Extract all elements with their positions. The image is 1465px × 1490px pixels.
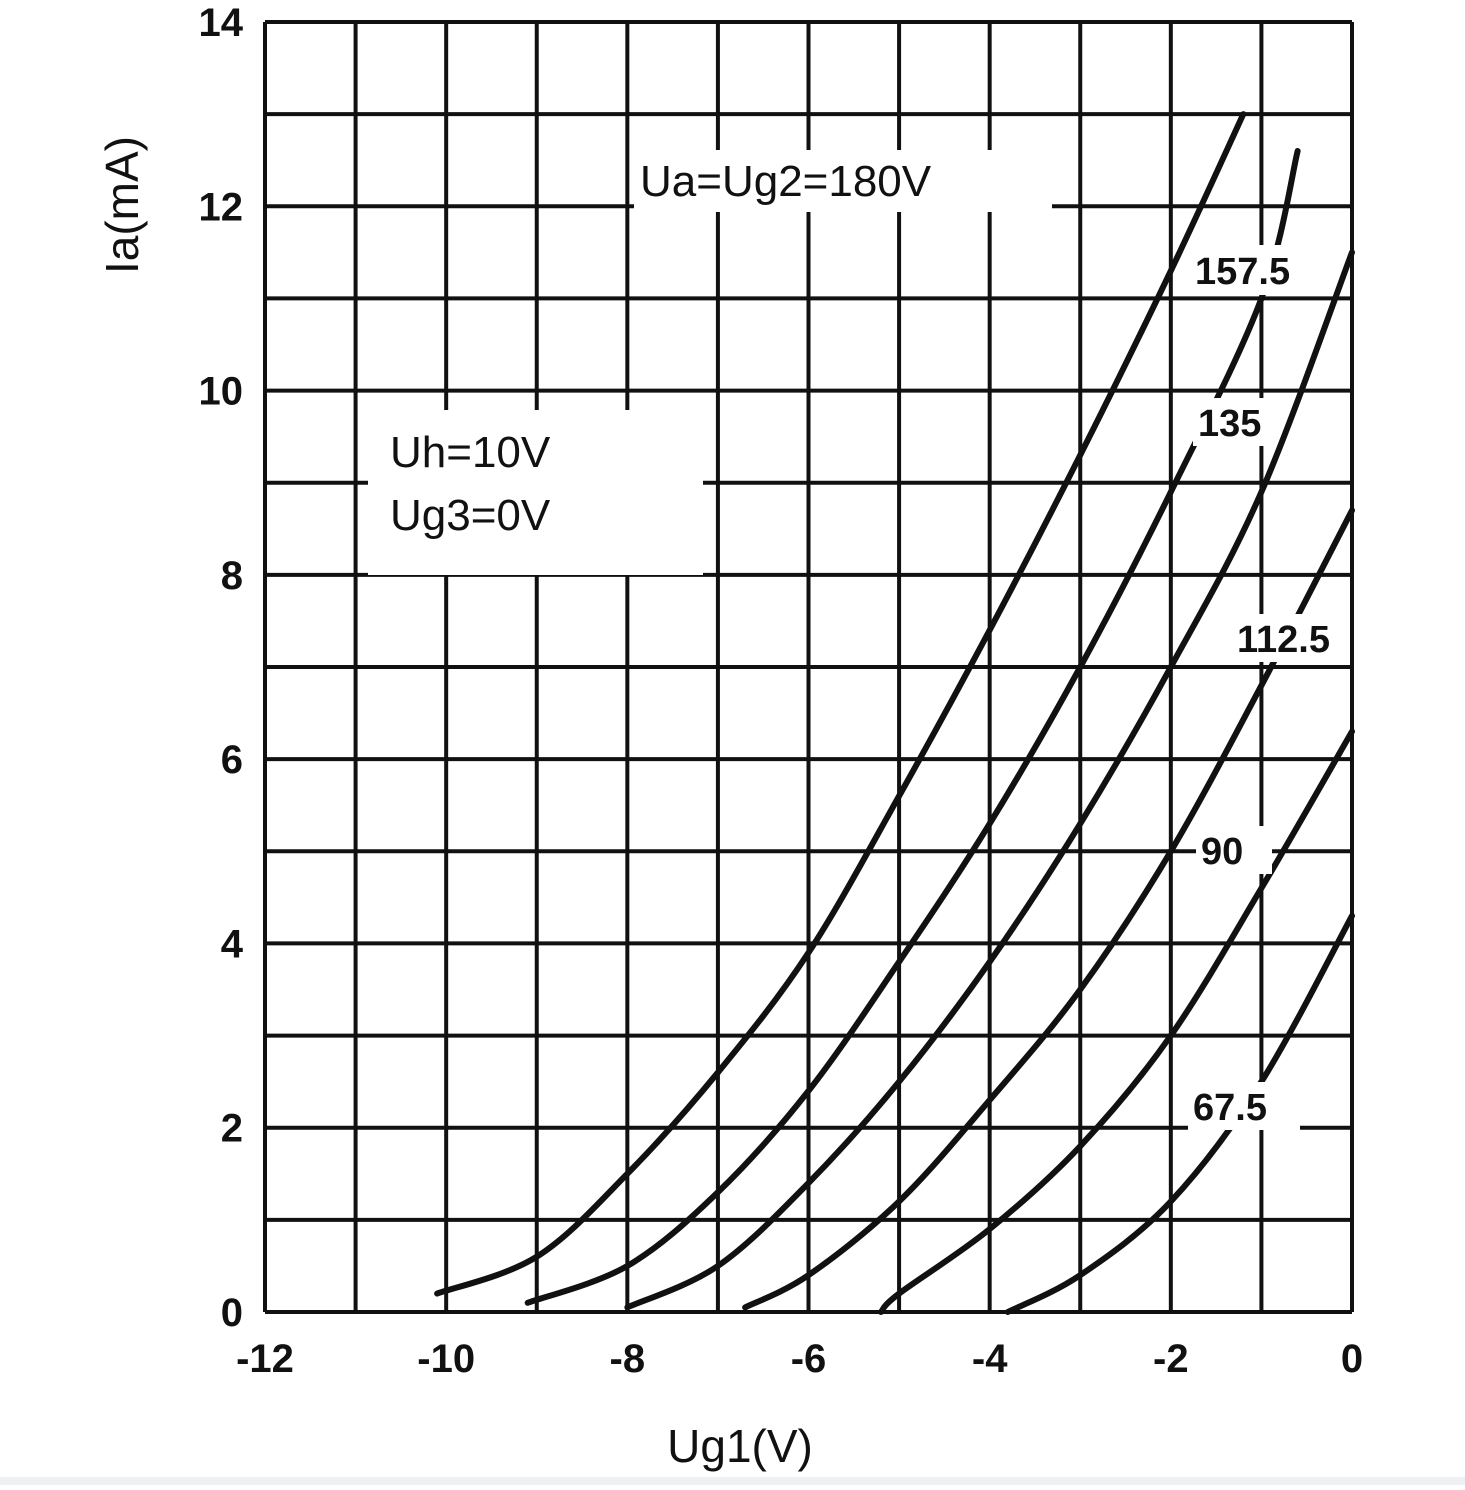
y-tick-label: 2	[221, 1107, 243, 1151]
y-tick-label: 12	[199, 185, 244, 229]
annotation-uh: Uh=10V	[390, 428, 551, 477]
annotation-ug3: Ug3=0V	[390, 491, 551, 540]
y-axis-label: Ia(mA)	[96, 136, 148, 274]
x-tick-label: 0	[1341, 1337, 1363, 1381]
series-line-6	[1004, 912, 1355, 1315]
x-tick-label: -8	[610, 1337, 646, 1381]
y-tick-label: 6	[221, 738, 243, 782]
series-label-112-5: 112.5	[1237, 619, 1330, 661]
annotation-ua-ug2: Ua=Ug2=180V	[640, 157, 932, 206]
x-tick-label: -2	[1153, 1337, 1189, 1381]
y-tick-label: 14	[199, 1, 244, 45]
annotation-bg	[368, 410, 703, 575]
x-axis-label: Ug1(V)	[667, 1420, 813, 1472]
series-line-5	[877, 728, 1355, 1315]
series-label-90: 90	[1201, 831, 1243, 873]
curve-label-bg	[1188, 245, 1310, 295]
curve-label-bg	[1193, 398, 1273, 446]
curve-label-bg	[1232, 614, 1342, 662]
y-tick-label: 4	[221, 922, 244, 966]
curves	[434, 111, 1355, 1315]
x-tick-label: -6	[791, 1337, 827, 1381]
annotation-bg	[634, 150, 1052, 212]
curve-label-bg	[1188, 1082, 1300, 1130]
x-tick-label: -10	[417, 1337, 475, 1381]
x-tick-label: -12	[236, 1337, 294, 1381]
series-line-3	[624, 249, 1355, 1311]
series-label-135: 135	[1198, 403, 1261, 445]
grid	[263, 20, 1354, 1314]
x-tick-label: -4	[972, 1337, 1008, 1381]
footer-strip	[0, 1477, 1465, 1485]
y-tick-label: 10	[199, 370, 244, 414]
y-tick-label: 0	[221, 1291, 243, 1335]
y-tick-label: 8	[221, 554, 243, 598]
series-line-1	[434, 111, 1247, 1297]
series-label-157-5: 157.5	[1195, 251, 1290, 293]
series-line-4	[742, 507, 1355, 1311]
series-label-67-5: 67.5	[1193, 1087, 1267, 1129]
tick-labels: -12 -10 -8 -6 -4 -2 0 0 2 4 6 8 10 12 14	[199, 1, 1364, 1381]
curve-label-bg	[1196, 826, 1272, 874]
series-line-2	[524, 148, 1301, 1306]
